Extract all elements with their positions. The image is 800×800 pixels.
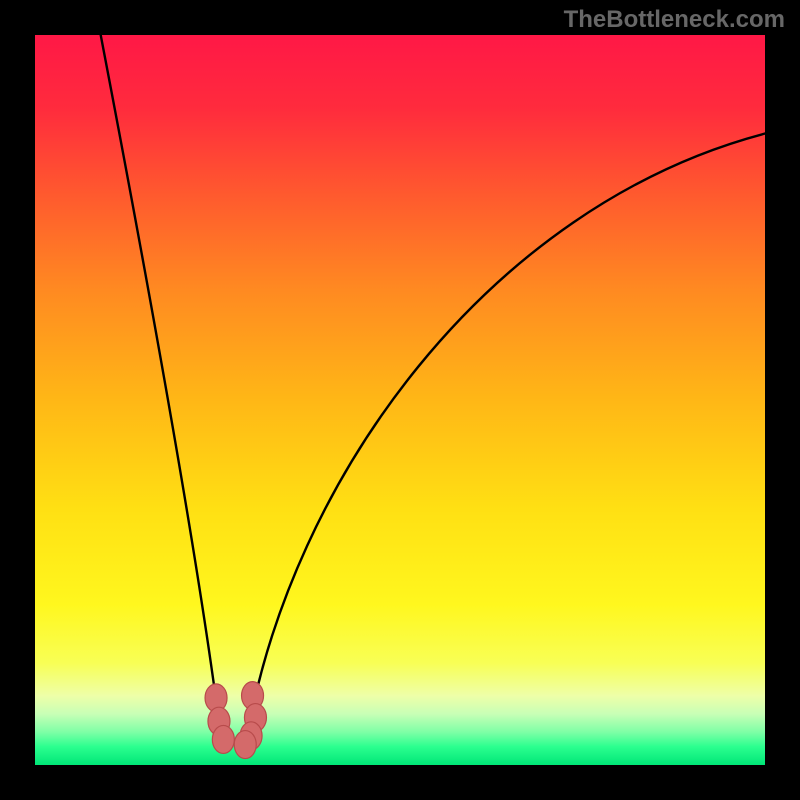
chart-frame [35, 35, 765, 765]
bottleneck-curve-chart [35, 35, 765, 765]
chart-background [35, 35, 765, 765]
watermark-text: TheBottleneck.com [564, 6, 785, 34]
